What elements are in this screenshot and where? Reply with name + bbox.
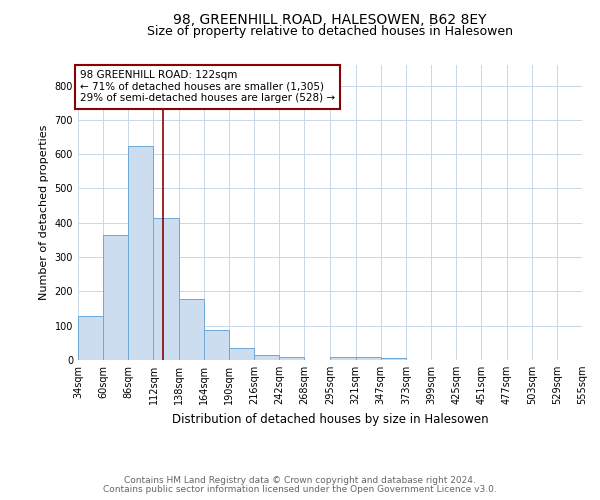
Bar [128, 146, 154, 360]
Bar [254, 355, 279, 360]
Bar [204, 330, 229, 360]
Text: 98 GREENHILL ROAD: 122sqm
← 71% of detached houses are smaller (1,305)
29% of se: 98 GREENHILL ROAD: 122sqm ← 71% of detac… [80, 70, 335, 103]
Text: Size of property relative to detached houses in Halesowen: Size of property relative to detached ho… [147, 25, 513, 38]
Bar [279, 358, 304, 360]
Bar [179, 299, 204, 360]
Bar [103, 235, 128, 360]
Bar [229, 348, 254, 360]
Bar [78, 316, 103, 360]
Bar [331, 358, 356, 360]
X-axis label: Distribution of detached houses by size in Halesowen: Distribution of detached houses by size … [172, 412, 488, 426]
Text: 98, GREENHILL ROAD, HALESOWEN, B62 8EY: 98, GREENHILL ROAD, HALESOWEN, B62 8EY [173, 12, 487, 26]
Bar [356, 358, 381, 360]
Text: Contains HM Land Registry data © Crown copyright and database right 2024.: Contains HM Land Registry data © Crown c… [124, 476, 476, 485]
Text: Contains public sector information licensed under the Open Government Licence v3: Contains public sector information licen… [103, 485, 497, 494]
Bar [154, 218, 179, 360]
Bar [381, 358, 406, 360]
Y-axis label: Number of detached properties: Number of detached properties [39, 125, 49, 300]
